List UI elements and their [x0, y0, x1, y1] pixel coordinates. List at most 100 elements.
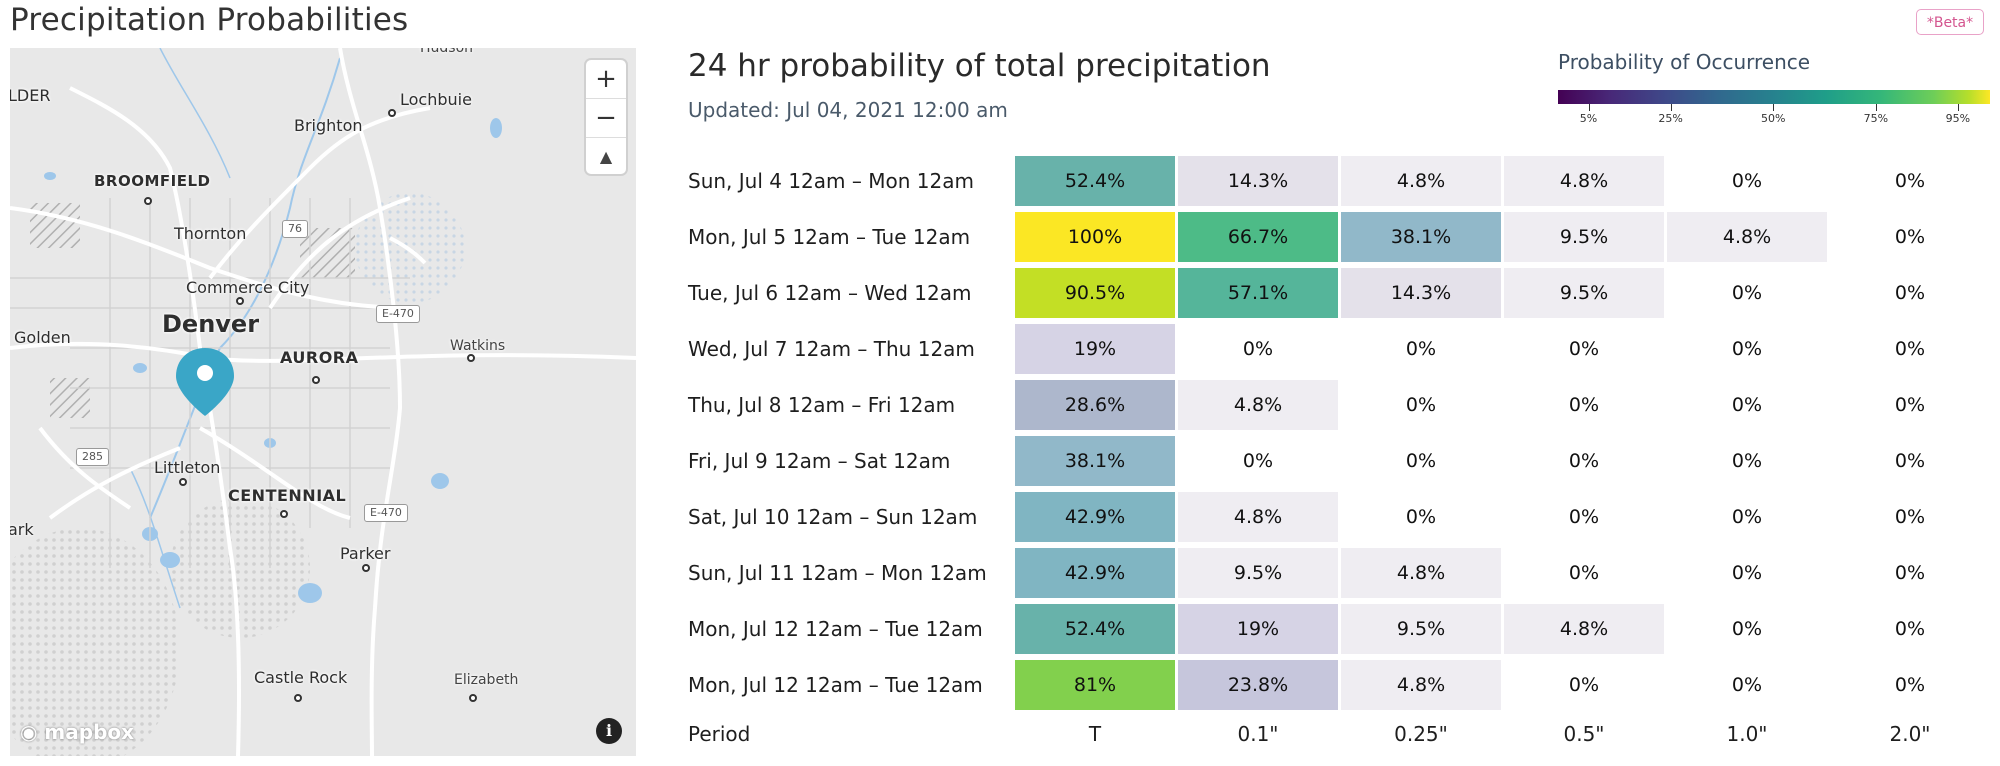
map-label-centennial: CENTENNIAL: [228, 486, 347, 505]
map-label-watkins: Watkins: [450, 338, 506, 354]
threshold-column-header: 0.1": [1237, 722, 1279, 746]
probability-cell: 0%: [1894, 170, 1926, 192]
row-period-label: Sat, Jul 10 12am – Sun 12am: [688, 505, 978, 529]
legend-tick-label: 95%: [1945, 112, 1971, 125]
map-label-littleton: Littleton: [154, 458, 221, 477]
location-pin: [176, 348, 234, 416]
probability-cell: 0%: [1894, 226, 1926, 248]
period-column-header: Period: [688, 722, 751, 746]
chart-title: 24 hr probability of total precipitation: [688, 48, 1271, 84]
probability-cell: 0%: [1568, 394, 1600, 416]
probability-cell: 0%: [1894, 674, 1926, 696]
probability-cell: 0%: [1894, 450, 1926, 472]
probability-cell: 0%: [1731, 170, 1763, 192]
probability-cell: 4.8%: [1178, 492, 1338, 542]
legend-tick: [1875, 104, 1877, 111]
map-label-denver: Denver: [162, 310, 260, 338]
probability-cell: 0%: [1894, 618, 1926, 640]
legend-tick-label: 5%: [1579, 112, 1598, 125]
probability-cell: 14.3%: [1341, 268, 1501, 318]
probability-cell: 0%: [1894, 282, 1926, 304]
row-period-label: Tue, Jul 6 12am – Wed 12am: [688, 281, 972, 305]
probability-cell: 0%: [1731, 394, 1763, 416]
compass-reset-button[interactable]: ▲: [599, 147, 613, 166]
row-period-label: Mon, Jul 5 12am – Tue 12am: [688, 225, 971, 249]
probability-cell: 4.8%: [1341, 660, 1501, 710]
map-label-castle-rock: Castle Rock: [254, 668, 348, 687]
map-label-golden: Golden: [14, 328, 71, 347]
legend-tick: [1957, 104, 1959, 111]
row-period-label: Wed, Jul 7 12am – Thu 12am: [688, 337, 975, 361]
highway-shield-e470-top: E-470: [376, 305, 420, 323]
probability-cell: 0%: [1731, 338, 1763, 360]
attribution-info-icon[interactable]: i: [596, 718, 622, 744]
probability-cell: 52.4%: [1015, 604, 1175, 654]
map-label-broomfield: BROOMFIELD: [94, 172, 211, 190]
probability-cell: 4.8%: [1504, 156, 1664, 206]
probability-cell: 0%: [1731, 674, 1763, 696]
probability-cell: 100%: [1015, 212, 1175, 262]
map-label-hudson: Hudson: [420, 48, 474, 56]
probability-cell: 0%: [1568, 562, 1600, 584]
legend-title: Probability of Occurrence: [1558, 50, 1811, 74]
map-label-thornton: Thornton: [174, 224, 247, 243]
probability-cell: 0%: [1894, 338, 1926, 360]
mapbox-label: mapbox: [44, 720, 135, 744]
probability-cell: 0%: [1568, 674, 1600, 696]
probability-cell: 19%: [1015, 324, 1175, 374]
probability-cell: 4.8%: [1667, 212, 1827, 262]
zoom-out-button[interactable]: −: [595, 103, 617, 133]
map-label-lder: LDER: [10, 86, 51, 105]
probability-cell: 0%: [1731, 450, 1763, 472]
legend-colorbar: [1558, 90, 1990, 104]
map-label-lochbuie: Lochbuie: [400, 90, 472, 109]
map-base: [10, 48, 636, 756]
legend-tick: [1588, 104, 1590, 111]
probability-cell: 28.6%: [1015, 380, 1175, 430]
probability-cell: 38.1%: [1341, 212, 1501, 262]
beta-badge: *Beta*: [1916, 9, 1984, 35]
probability-cell: 9.5%: [1504, 268, 1664, 318]
threshold-column-header: 1.0": [1726, 722, 1768, 746]
probability-cell: 9.5%: [1341, 604, 1501, 654]
probability-cell: 19%: [1178, 604, 1338, 654]
threshold-column-header: 2.0": [1889, 722, 1931, 746]
highway-shield-e470-bottom: E-470: [364, 504, 408, 522]
row-period-label: Sun, Jul 4 12am – Mon 12am: [688, 169, 974, 193]
map-label-elizabeth: Elizabeth: [454, 672, 519, 688]
probability-cell: 0%: [1568, 506, 1600, 528]
probability-cell: 42.9%: [1015, 492, 1175, 542]
probability-cell: 38.1%: [1015, 436, 1175, 486]
probability-cell: 14.3%: [1178, 156, 1338, 206]
zoom-in-button[interactable]: +: [595, 64, 617, 94]
probability-cell: 0%: [1731, 618, 1763, 640]
probability-cell: 0%: [1731, 282, 1763, 304]
probability-cell: 0%: [1894, 506, 1926, 528]
page-title: Precipitation Probabilities: [10, 2, 409, 38]
row-period-label: Mon, Jul 12 12am – Tue 12am: [688, 673, 983, 697]
probability-cell: 42.9%: [1015, 548, 1175, 598]
probability-cell: 4.8%: [1341, 548, 1501, 598]
row-period-label: Sun, Jul 11 12am – Mon 12am: [688, 561, 987, 585]
legend-tick-label: 25%: [1658, 112, 1683, 125]
probability-cell: 0%: [1894, 562, 1926, 584]
probability-cell: 52.4%: [1015, 156, 1175, 206]
row-period-label: Mon, Jul 12 12am – Tue 12am: [688, 617, 983, 641]
mapbox-icon: ◉: [20, 720, 38, 744]
probability-cell: 0%: [1568, 338, 1600, 360]
mapbox-logo[interactable]: ◉ mapbox: [20, 720, 134, 744]
probability-cell: 9.5%: [1504, 212, 1664, 262]
map-panel[interactable]: Hudson LDER Lochbuie Brighton BROOMFIELD…: [10, 48, 636, 756]
legend-tick-label: 50%: [1760, 112, 1786, 125]
map-label-commerce-city: Commerce City: [186, 278, 310, 297]
map-label-parker: Parker: [340, 544, 391, 563]
probability-cell: 0%: [1405, 450, 1437, 472]
legend-tick: [1670, 104, 1672, 111]
updated-timestamp: Updated: Jul 04, 2021 12:00 am: [688, 98, 1008, 122]
probability-cell: 4.8%: [1504, 604, 1664, 654]
probability-cell: 81%: [1015, 660, 1175, 710]
probability-cell: 4.8%: [1178, 380, 1338, 430]
map-label-ark: ark: [10, 520, 34, 539]
map-zoom-control: + − ▲: [586, 60, 626, 174]
probability-cell: 4.8%: [1341, 156, 1501, 206]
